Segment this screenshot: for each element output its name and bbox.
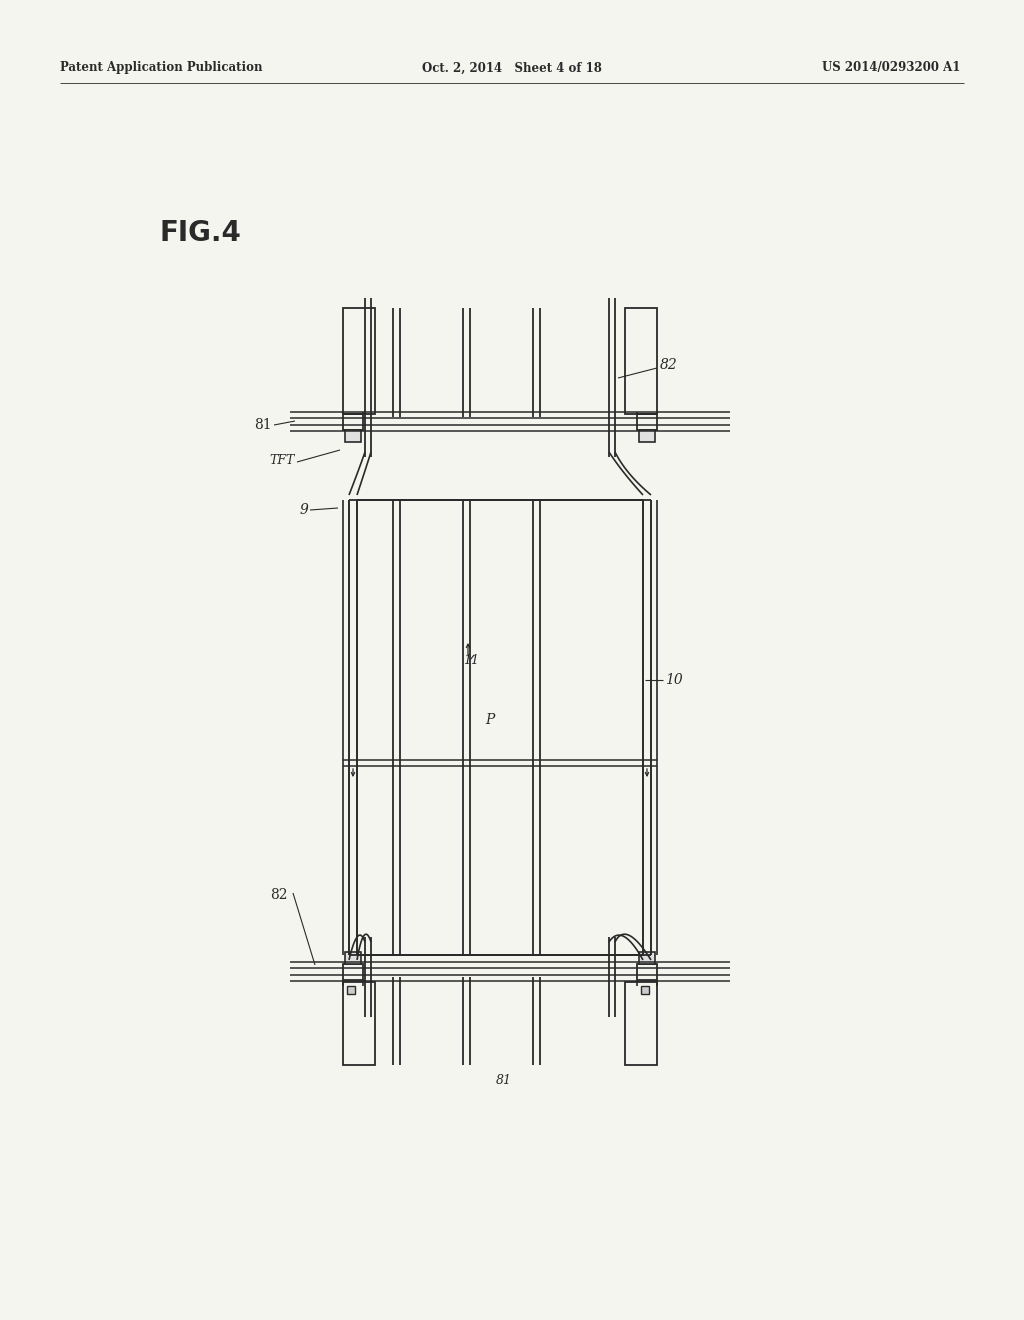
Text: 9: 9 bbox=[299, 503, 308, 517]
Text: FIG.4: FIG.4 bbox=[160, 219, 242, 247]
Bar bbox=[345, 430, 361, 442]
Text: 82: 82 bbox=[270, 888, 288, 902]
Text: 81: 81 bbox=[254, 418, 272, 432]
Text: 81: 81 bbox=[496, 1073, 512, 1086]
Bar bbox=[345, 952, 361, 964]
Bar bbox=[625, 982, 657, 1065]
Text: TFT: TFT bbox=[269, 454, 295, 466]
Text: 10: 10 bbox=[665, 673, 683, 686]
Text: Oct. 2, 2014   Sheet 4 of 18: Oct. 2, 2014 Sheet 4 of 18 bbox=[422, 62, 602, 74]
Bar bbox=[343, 414, 362, 430]
Bar bbox=[641, 986, 649, 994]
Bar bbox=[347, 986, 355, 994]
Text: P: P bbox=[485, 713, 495, 727]
Bar bbox=[343, 308, 375, 414]
Bar bbox=[343, 964, 362, 979]
Bar bbox=[625, 308, 657, 414]
Text: US 2014/0293200 A1: US 2014/0293200 A1 bbox=[821, 62, 961, 74]
Bar bbox=[637, 964, 657, 979]
Text: Patent Application Publication: Patent Application Publication bbox=[60, 62, 262, 74]
Bar bbox=[343, 982, 375, 1065]
Bar bbox=[637, 414, 657, 430]
Bar bbox=[639, 952, 655, 964]
Bar bbox=[639, 430, 655, 442]
Text: 82: 82 bbox=[660, 358, 678, 372]
Text: 11: 11 bbox=[463, 653, 479, 667]
